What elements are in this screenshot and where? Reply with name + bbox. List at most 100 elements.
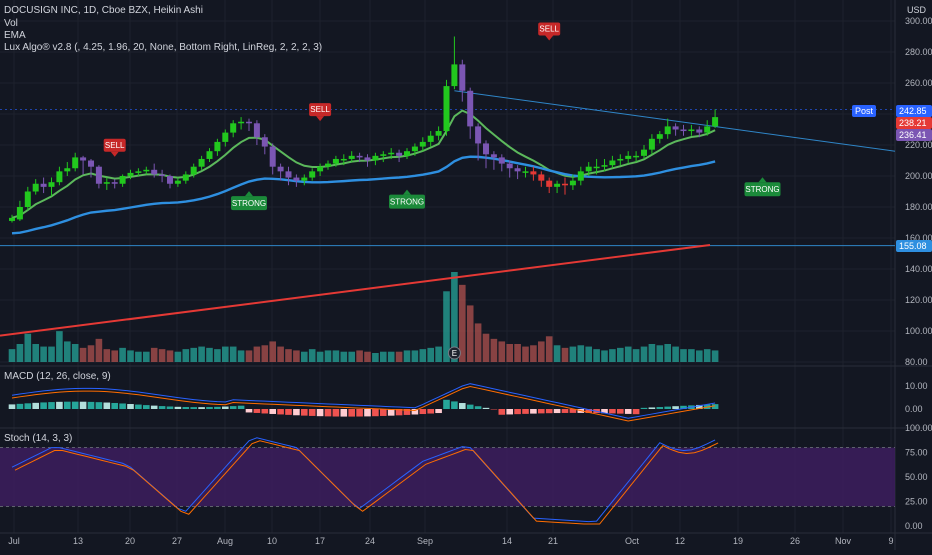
candle-body [609,161,615,166]
volume-bar [246,350,253,362]
macd-histogram-bar [356,409,363,417]
candle-body [633,156,639,158]
candle-body [246,122,252,124]
candle-body [499,157,505,163]
volume-bar [404,350,411,362]
volume-bar [254,347,261,362]
macd-histogram-bar [341,409,348,417]
macd-histogram-bar [111,403,118,409]
macd-histogram-bar [443,400,450,409]
price-axis-label: 220.00 [905,140,932,150]
candle-body [365,157,371,160]
candle-body [578,171,584,180]
candle-body [135,171,141,173]
volume-bar [127,350,134,362]
volume-bar [483,334,490,362]
macd-histogram-bar [56,402,63,409]
price-axis-label: 140.00 [905,264,932,274]
volume-bar [269,341,276,362]
volume-bar [609,349,616,362]
volume-bar [696,350,703,362]
macd-histogram-bar [562,409,569,413]
macd-histogram-bar [475,406,482,409]
volume-bar [48,347,55,362]
symbol-title[interactable]: DOCUSIGN INC, 1D, Cboe BZX, Heikin Ashi [4,5,203,16]
macd-histogram-bar [514,409,521,414]
price-axis-label: 280.00 [905,47,932,57]
macd-histogram-bar [9,404,16,409]
last-price-tag: 238.21 [896,117,932,129]
candle-body [673,126,679,129]
vol-legend[interactable]: Vol [4,18,18,29]
volume-bar [388,352,395,362]
candle-body [665,126,671,134]
volume-bar [25,334,32,362]
macd-histogram-bar [183,407,190,409]
macd-histogram-bar [230,406,237,409]
macd-histogram-bar [238,406,245,409]
macd-histogram-bar [159,406,166,409]
macd-histogram-bar [459,403,466,409]
volume-bar [159,349,166,362]
stoch-legend[interactable]: Stoch (14, 3, 3) [4,433,72,444]
candle-body [128,173,134,176]
candle-body [17,207,23,219]
candle-body [254,123,260,137]
ema-legend[interactable]: EMA [4,30,26,41]
candle-body [396,153,402,156]
candle-body [523,171,529,173]
candle-body [183,174,189,180]
time-axis-label: 9 [888,536,893,546]
candle-body [214,142,220,151]
macd-histogram-bar [72,402,79,409]
volume-bar [364,352,371,362]
candle-body [712,117,718,126]
macd-histogram-bar [143,405,150,409]
volume-bar [348,352,355,362]
macd-histogram-bar [206,407,213,409]
macd-histogram-bar [506,409,513,414]
candle-body [459,64,465,90]
macd-histogram-bar [522,409,529,414]
macd-histogram-bar [293,409,300,415]
volume-bar [333,350,340,362]
candle-body [357,156,363,158]
stoch-axis-label: 50.00 [905,472,928,482]
volume-bar [72,344,79,362]
candle-body [562,184,568,186]
candle-body [594,167,600,169]
candle-body [278,167,284,172]
macd-histogram-bar [649,407,656,409]
candle-body [9,218,15,221]
candle-body [88,161,94,167]
macd-legend[interactable]: MACD (12, 26, close, 9) [4,371,111,382]
candle-body [404,151,410,156]
volume-bar [530,345,537,362]
macd-histogram-bar [80,402,87,409]
volume-bar [688,349,695,362]
volume-bar [88,345,95,362]
candle-body [436,131,442,136]
macd-histogram-bar [546,409,553,413]
time-axis-label: Nov [835,536,852,546]
lux-legend[interactable]: Lux Algo® v2.8 (, 4.25, 1.96, 20, None, … [4,42,322,53]
macd-histogram-bar [364,409,371,416]
candle-body [325,164,331,167]
candle-body [167,176,173,184]
sell-signal-label: SELL [310,105,330,114]
macd-histogram-bar [119,403,126,409]
macd-histogram-bar [88,402,95,409]
time-axis-label: 17 [315,536,325,546]
macd-histogram-bar [17,404,24,409]
macd-histogram-bar [499,409,506,415]
volume-bar [546,336,553,362]
macd-histogram-bar [285,409,292,415]
volume-bar [554,345,561,362]
volume-bar [380,352,387,362]
price-axis-label: 200.00 [905,171,932,181]
volume-bar [285,349,292,362]
volume-bar [672,347,679,362]
candle [444,80,450,136]
